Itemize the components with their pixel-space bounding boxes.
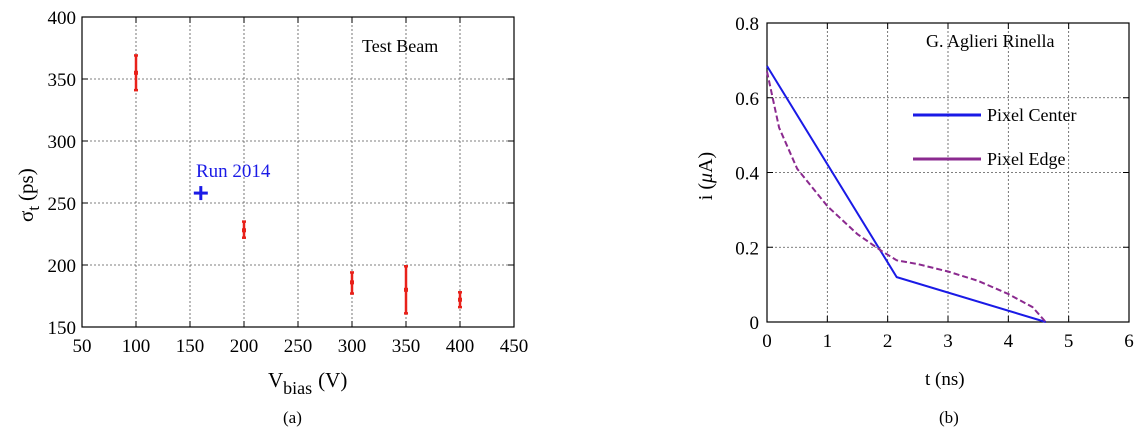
- panel-a-data-marks: [134, 54, 462, 315]
- panel-b-y-label-mu: μ: [695, 173, 717, 184]
- data-point-marker: [242, 228, 246, 233]
- panel-a-y-label-sub: t: [24, 206, 43, 211]
- data-point-marker: [134, 70, 138, 75]
- panel-a-y-label-unit: (ps): [14, 168, 38, 201]
- legend-label-pixel-center: Pixel Center: [987, 105, 1076, 125]
- series-line-pixel-center: [766, 65, 1046, 323]
- panel-a-y-label-main: σ: [14, 211, 38, 222]
- panel-b-y-tick-label: 0.4: [735, 164, 759, 185]
- panel-a-y-tick-label: 350: [48, 70, 77, 91]
- panel-b-y-axis-label: i (μA): [695, 152, 717, 200]
- panel-a-y-tick-label: 300: [48, 132, 77, 153]
- panel-a-ticks: [81, 16, 515, 328]
- panel-b-y-tick-label: 0.8: [735, 14, 759, 35]
- panel-a-annotation: Test Beam: [362, 36, 438, 56]
- data-point-marker: [350, 280, 354, 285]
- panel-a-y-axis-label: σt (ps): [14, 168, 43, 222]
- panel-a-x-tick-label: 450: [500, 336, 529, 357]
- panel-a-caption: (a): [283, 408, 302, 427]
- panel-a-plot-frame: [81, 16, 515, 328]
- panel-a-x-label-main: V: [268, 368, 283, 392]
- panel-b-x-tick-label: 2: [883, 331, 893, 352]
- panel-a-y-tick-label: 200: [48, 256, 77, 277]
- panel-b-tick-labels: 0 1 2 3 4 5 6 0 0.2 0.4 0.6 0.8: [735, 14, 1134, 352]
- panel-b-caption: (b): [939, 408, 959, 427]
- panel-b-y-label-suffix: A): [695, 152, 717, 173]
- panel-a-x-tick-label: 300: [338, 336, 367, 357]
- panel-b-y-tick-label: 0.2: [735, 238, 759, 259]
- panel-a-x-label-sub: bias: [283, 378, 312, 398]
- panel-a-y-tick-label: 250: [48, 194, 77, 215]
- panel-a-errorbar-point: [404, 264, 408, 315]
- panel-b-x-tick-label: 3: [943, 331, 953, 352]
- panel-a-x-tick-label: 100: [122, 336, 151, 357]
- panel-a-chart: 50 100 150 200 250 300 350 400 450 150 200 250 300 35…: [14, 8, 528, 427]
- panel-a-x-tick-label: 250: [284, 336, 313, 357]
- panel-b-x-tick-label: 1: [823, 331, 833, 352]
- panel-b-ticks: [766, 22, 1130, 323]
- panel-a-run2014-label: Run 2014: [196, 161, 271, 182]
- panel-b-legend: Pixel Center Pixel Edge: [913, 105, 1076, 169]
- panel-b-x-tick-label: 5: [1064, 331, 1074, 352]
- panel-a-x-tick-label: 50: [73, 336, 92, 357]
- panel-b-y-tick-label: 0.6: [735, 89, 759, 110]
- panel-b-series-lines: [766, 65, 1047, 323]
- panel-b-y-tick-label: 0: [750, 313, 760, 334]
- data-point-marker: [458, 297, 462, 302]
- panel-a-x-tick-label: 400: [446, 336, 475, 357]
- panel-a-errorbar-point: [134, 54, 138, 92]
- series-line-pixel-edge: [766, 71, 1047, 323]
- panel-b-annotation: G. Aglieri Rinella: [926, 31, 1054, 51]
- panel-a-run2014-marker: [193, 186, 208, 201]
- panel-a-x-tick-label: 350: [392, 336, 421, 357]
- panel-a-errorbar-point: [350, 271, 354, 295]
- panel-a-grid: [82, 17, 514, 327]
- panel-b-grid: [767, 23, 1129, 322]
- panel-b-x-tick-label: 6: [1124, 331, 1134, 352]
- panel-b-y-label-prefix: i (: [695, 183, 717, 201]
- data-point-marker: [404, 287, 408, 292]
- panel-a-x-tick-label: 200: [230, 336, 259, 357]
- panel-a-tick-labels: 50 100 150 200 250 300 350 400 450 150 200 250 300 35…: [48, 8, 529, 357]
- panel-a-y-tick-label: 150: [48, 318, 77, 339]
- panel-b-x-tick-label: 0: [762, 331, 772, 352]
- panel-a-y-tick-label: 400: [48, 8, 77, 29]
- panel-b-x-tick-label: 4: [1004, 331, 1014, 352]
- panel-b-chart: 0 1 2 3 4 5 600.20.40.60.8 G. Aglieri Rinella …: [695, 14, 1134, 427]
- panel-a-x-label-unit: (V): [318, 368, 347, 392]
- panel-a-x-axis-label: Vbias (V): [268, 368, 347, 398]
- panel-a-errorbar-point: [242, 220, 246, 239]
- panel-a-errorbar-point: [458, 291, 462, 309]
- legend-label-pixel-edge: Pixel Edge: [987, 149, 1066, 169]
- panel-b-x-axis-label: t (ns): [925, 369, 965, 390]
- panel-a-x-tick-label: 150: [176, 336, 205, 357]
